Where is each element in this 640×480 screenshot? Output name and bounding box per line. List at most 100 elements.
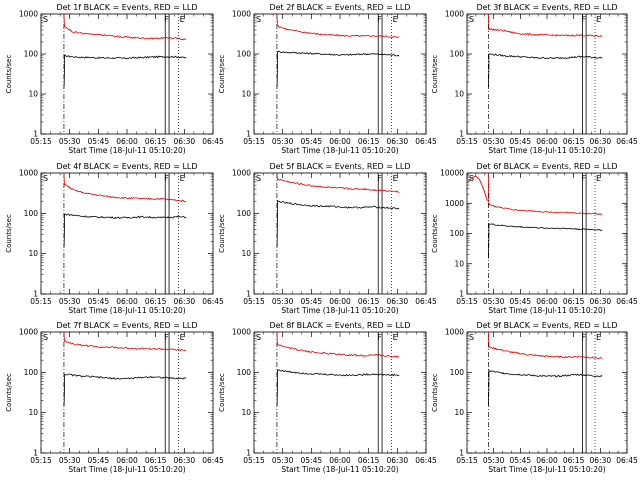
x-tick-label: 06:15 bbox=[145, 297, 167, 306]
series-line-events bbox=[488, 223, 603, 259]
x-tick-label: 06:30 bbox=[174, 456, 196, 465]
y-tick-label: 10 bbox=[28, 249, 38, 258]
chart-title: Det 4f BLACK = Events, RED = LLD bbox=[56, 162, 197, 171]
series-line-lld bbox=[487, 331, 603, 360]
x-tick-label: 05:30 bbox=[272, 456, 294, 465]
x-tick-label: 06:45 bbox=[616, 297, 638, 306]
series-line-events bbox=[488, 53, 603, 88]
x-tick-label: 05:30 bbox=[272, 297, 294, 306]
x-tick-label: 06:15 bbox=[358, 297, 380, 306]
series-line-events bbox=[63, 54, 187, 88]
x-tick-label: 06:45 bbox=[202, 137, 224, 146]
x-tick-label: 05:30 bbox=[483, 456, 505, 465]
panel-det-4: Det 4f BLACK = Events, RED = LLD 1 10 100 10… bbox=[5, 162, 224, 315]
chart-title: Det 9f BLACK = Events, RED = LLD bbox=[476, 321, 617, 330]
y-axis-label: Counts/sec bbox=[5, 55, 13, 94]
x-tick-label: 06:45 bbox=[202, 456, 224, 465]
y-tick-label: 10000 bbox=[440, 169, 464, 178]
y-tick-label: 10 bbox=[28, 90, 38, 99]
series-line-lld bbox=[63, 172, 187, 203]
y-tick-label: 10 bbox=[241, 90, 251, 99]
marker-label-e: E bbox=[180, 15, 185, 24]
plot-frame bbox=[466, 172, 628, 295]
marker-label-s: S bbox=[469, 333, 474, 342]
y-tick-label: 1000 bbox=[19, 169, 38, 178]
marker-label-s: S bbox=[43, 15, 48, 24]
x-tick-label: 06:30 bbox=[590, 456, 612, 465]
marker-label-e: E bbox=[180, 174, 185, 183]
plot-frame bbox=[253, 172, 427, 295]
x-tick-label: 06:00 bbox=[536, 456, 558, 465]
x-tick-label: 05:30 bbox=[483, 297, 505, 306]
marker-label-f: F bbox=[164, 15, 169, 24]
marker-label-e: E bbox=[393, 15, 398, 24]
x-tick-label: 06:30 bbox=[387, 137, 409, 146]
y-axis-label: Counts/sec bbox=[5, 214, 13, 253]
y-tick-label: 1 bbox=[33, 290, 38, 299]
x-tick-label: 05:45 bbox=[510, 137, 532, 146]
x-tick-label: 06:15 bbox=[145, 456, 167, 465]
marker-label-f: F bbox=[377, 15, 382, 24]
x-tick-label: 06:00 bbox=[116, 137, 138, 146]
x-axis-label: Start Time (18-Jul-11 05:10:20) bbox=[68, 465, 185, 474]
marker-label-s: S bbox=[469, 15, 474, 24]
y-tick-label: 1000 bbox=[232, 328, 251, 337]
marker-label-e: E bbox=[393, 333, 398, 342]
x-tick-label: 05:15 bbox=[30, 456, 52, 465]
y-tick-label: 100 bbox=[24, 209, 39, 218]
y-tick-label: 1000 bbox=[19, 10, 38, 19]
marker-label-s: S bbox=[256, 15, 261, 24]
x-tick-label: 06:30 bbox=[590, 297, 612, 306]
chart-title: Det 2f BLACK = Events, RED = LLD bbox=[269, 3, 410, 12]
y-tick-label: 1 bbox=[33, 130, 38, 139]
x-tick-label: 06:30 bbox=[174, 137, 196, 146]
x-axis-label: Start Time (18-Jul-11 05:10:20) bbox=[488, 146, 605, 155]
marker-label-f: F bbox=[164, 174, 169, 183]
panel-det-8: Det 8f BLACK = Events, RED = LLD 1 10 100 10… bbox=[218, 321, 437, 474]
x-tick-label: 05:45 bbox=[88, 456, 110, 465]
x-tick-label: 06:15 bbox=[358, 137, 380, 146]
series-line-lld bbox=[276, 172, 400, 194]
marker-label-e: E bbox=[596, 174, 601, 183]
x-tick-label: 05:15 bbox=[30, 137, 52, 146]
x-tick-label: 06:30 bbox=[387, 456, 409, 465]
x-tick-label: 06:45 bbox=[202, 297, 224, 306]
x-tick-label: 06:45 bbox=[415, 297, 437, 306]
y-tick-label: 1000 bbox=[445, 10, 464, 19]
chart-title: Det 7f BLACK = Events, RED = LLD bbox=[56, 321, 197, 330]
marker-label-f: F bbox=[377, 333, 382, 342]
marker-label-s: S bbox=[256, 174, 261, 183]
x-axis-label: Start Time (18-Jul-11 05:10:20) bbox=[281, 465, 398, 474]
x-tick-label: 06:30 bbox=[590, 137, 612, 146]
x-tick-label: 06:45 bbox=[415, 137, 437, 146]
plot-frame bbox=[466, 13, 628, 135]
x-tick-label: 05:30 bbox=[483, 137, 505, 146]
y-axis-label: Counts/sec bbox=[5, 373, 13, 412]
x-tick-label: 06:15 bbox=[563, 137, 585, 146]
y-tick-label: 1 bbox=[33, 449, 38, 458]
x-tick-label: 05:30 bbox=[59, 137, 81, 146]
panel-det-3: Det 3f BLACK = Events, RED = LLD 1 10 100 10… bbox=[431, 3, 638, 155]
plot-frame bbox=[253, 13, 427, 135]
x-tick-label: 05:15 bbox=[456, 297, 478, 306]
x-tick-label: 05:15 bbox=[243, 137, 265, 146]
plot-frame bbox=[40, 331, 214, 454]
y-tick-label: 100 bbox=[450, 229, 465, 238]
marker-label-f: F bbox=[582, 333, 587, 342]
y-tick-label: 10 bbox=[454, 259, 464, 268]
y-tick-label: 1000 bbox=[445, 199, 464, 208]
x-tick-label: 05:45 bbox=[88, 297, 110, 306]
chart-title: Det 3f BLACK = Events, RED = LLD bbox=[476, 3, 617, 12]
x-tick-label: 06:00 bbox=[329, 456, 351, 465]
plot-frame bbox=[40, 172, 214, 295]
series-line-events bbox=[63, 373, 187, 406]
x-tick-label: 05:45 bbox=[510, 456, 532, 465]
y-tick-label: 1000 bbox=[232, 10, 251, 19]
marker-label-s: S bbox=[43, 174, 48, 183]
panel-det-2: Det 2f BLACK = Events, RED = LLD 1 10 100 10… bbox=[218, 3, 437, 155]
y-tick-label: 10 bbox=[28, 408, 38, 417]
x-tick-label: 05:45 bbox=[301, 137, 323, 146]
marker-label-e: E bbox=[596, 15, 601, 24]
panel-det-6: Det 6f BLACK = Events, RED = LLD 1 10 100 10… bbox=[431, 162, 638, 315]
y-axis-label: Counts/sec bbox=[431, 55, 439, 94]
